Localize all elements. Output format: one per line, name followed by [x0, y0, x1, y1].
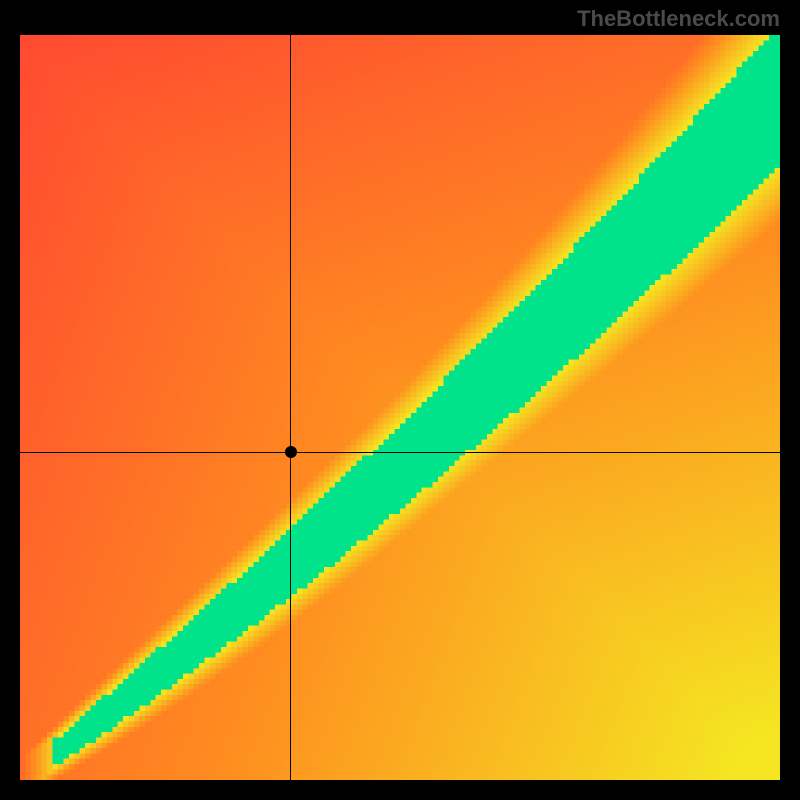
crosshair-horizontal: [20, 452, 780, 453]
chart-container: TheBottleneck.com: [0, 0, 800, 800]
crosshair-marker: [285, 446, 297, 458]
plot-area: [20, 35, 780, 780]
watermark-text: TheBottleneck.com: [577, 6, 780, 32]
heatmap-canvas: [20, 35, 780, 780]
crosshair-vertical: [290, 35, 291, 780]
